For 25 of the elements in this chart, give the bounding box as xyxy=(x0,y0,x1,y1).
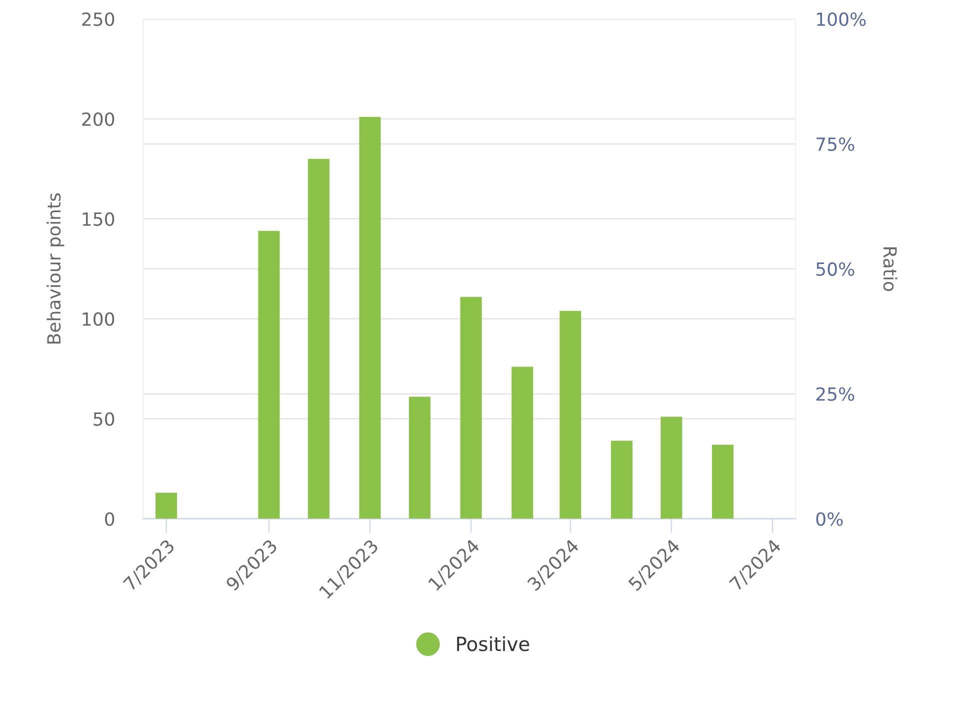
y-tick-label: 50 xyxy=(94,412,114,426)
bar xyxy=(408,396,430,519)
bar xyxy=(308,158,330,519)
bar xyxy=(610,440,632,519)
y2-tick-label: 25% xyxy=(816,387,854,401)
y-axis-title: Behaviour points xyxy=(46,193,64,344)
y-tick-label: 100 xyxy=(82,312,114,326)
bar xyxy=(460,296,482,519)
bar xyxy=(512,366,534,519)
legend-label: Positive xyxy=(457,636,530,652)
y2-tick-label: 0% xyxy=(816,512,843,526)
bar xyxy=(156,492,178,519)
y-tick-label: 150 xyxy=(82,212,114,226)
bar xyxy=(660,416,682,519)
y2-tick-label: 75% xyxy=(816,137,854,151)
y2-axis-title: Ratio xyxy=(883,247,898,292)
bar xyxy=(712,444,734,519)
bar xyxy=(560,310,582,519)
y2-tick-label: 50% xyxy=(816,262,854,276)
y2-tick-label: 100% xyxy=(817,12,866,26)
bar xyxy=(359,116,381,519)
bar xyxy=(258,230,280,519)
y-tick-label: 0 xyxy=(105,512,114,526)
y-tick-label: 200 xyxy=(82,112,114,126)
y-tick-label: 250 xyxy=(82,12,114,26)
